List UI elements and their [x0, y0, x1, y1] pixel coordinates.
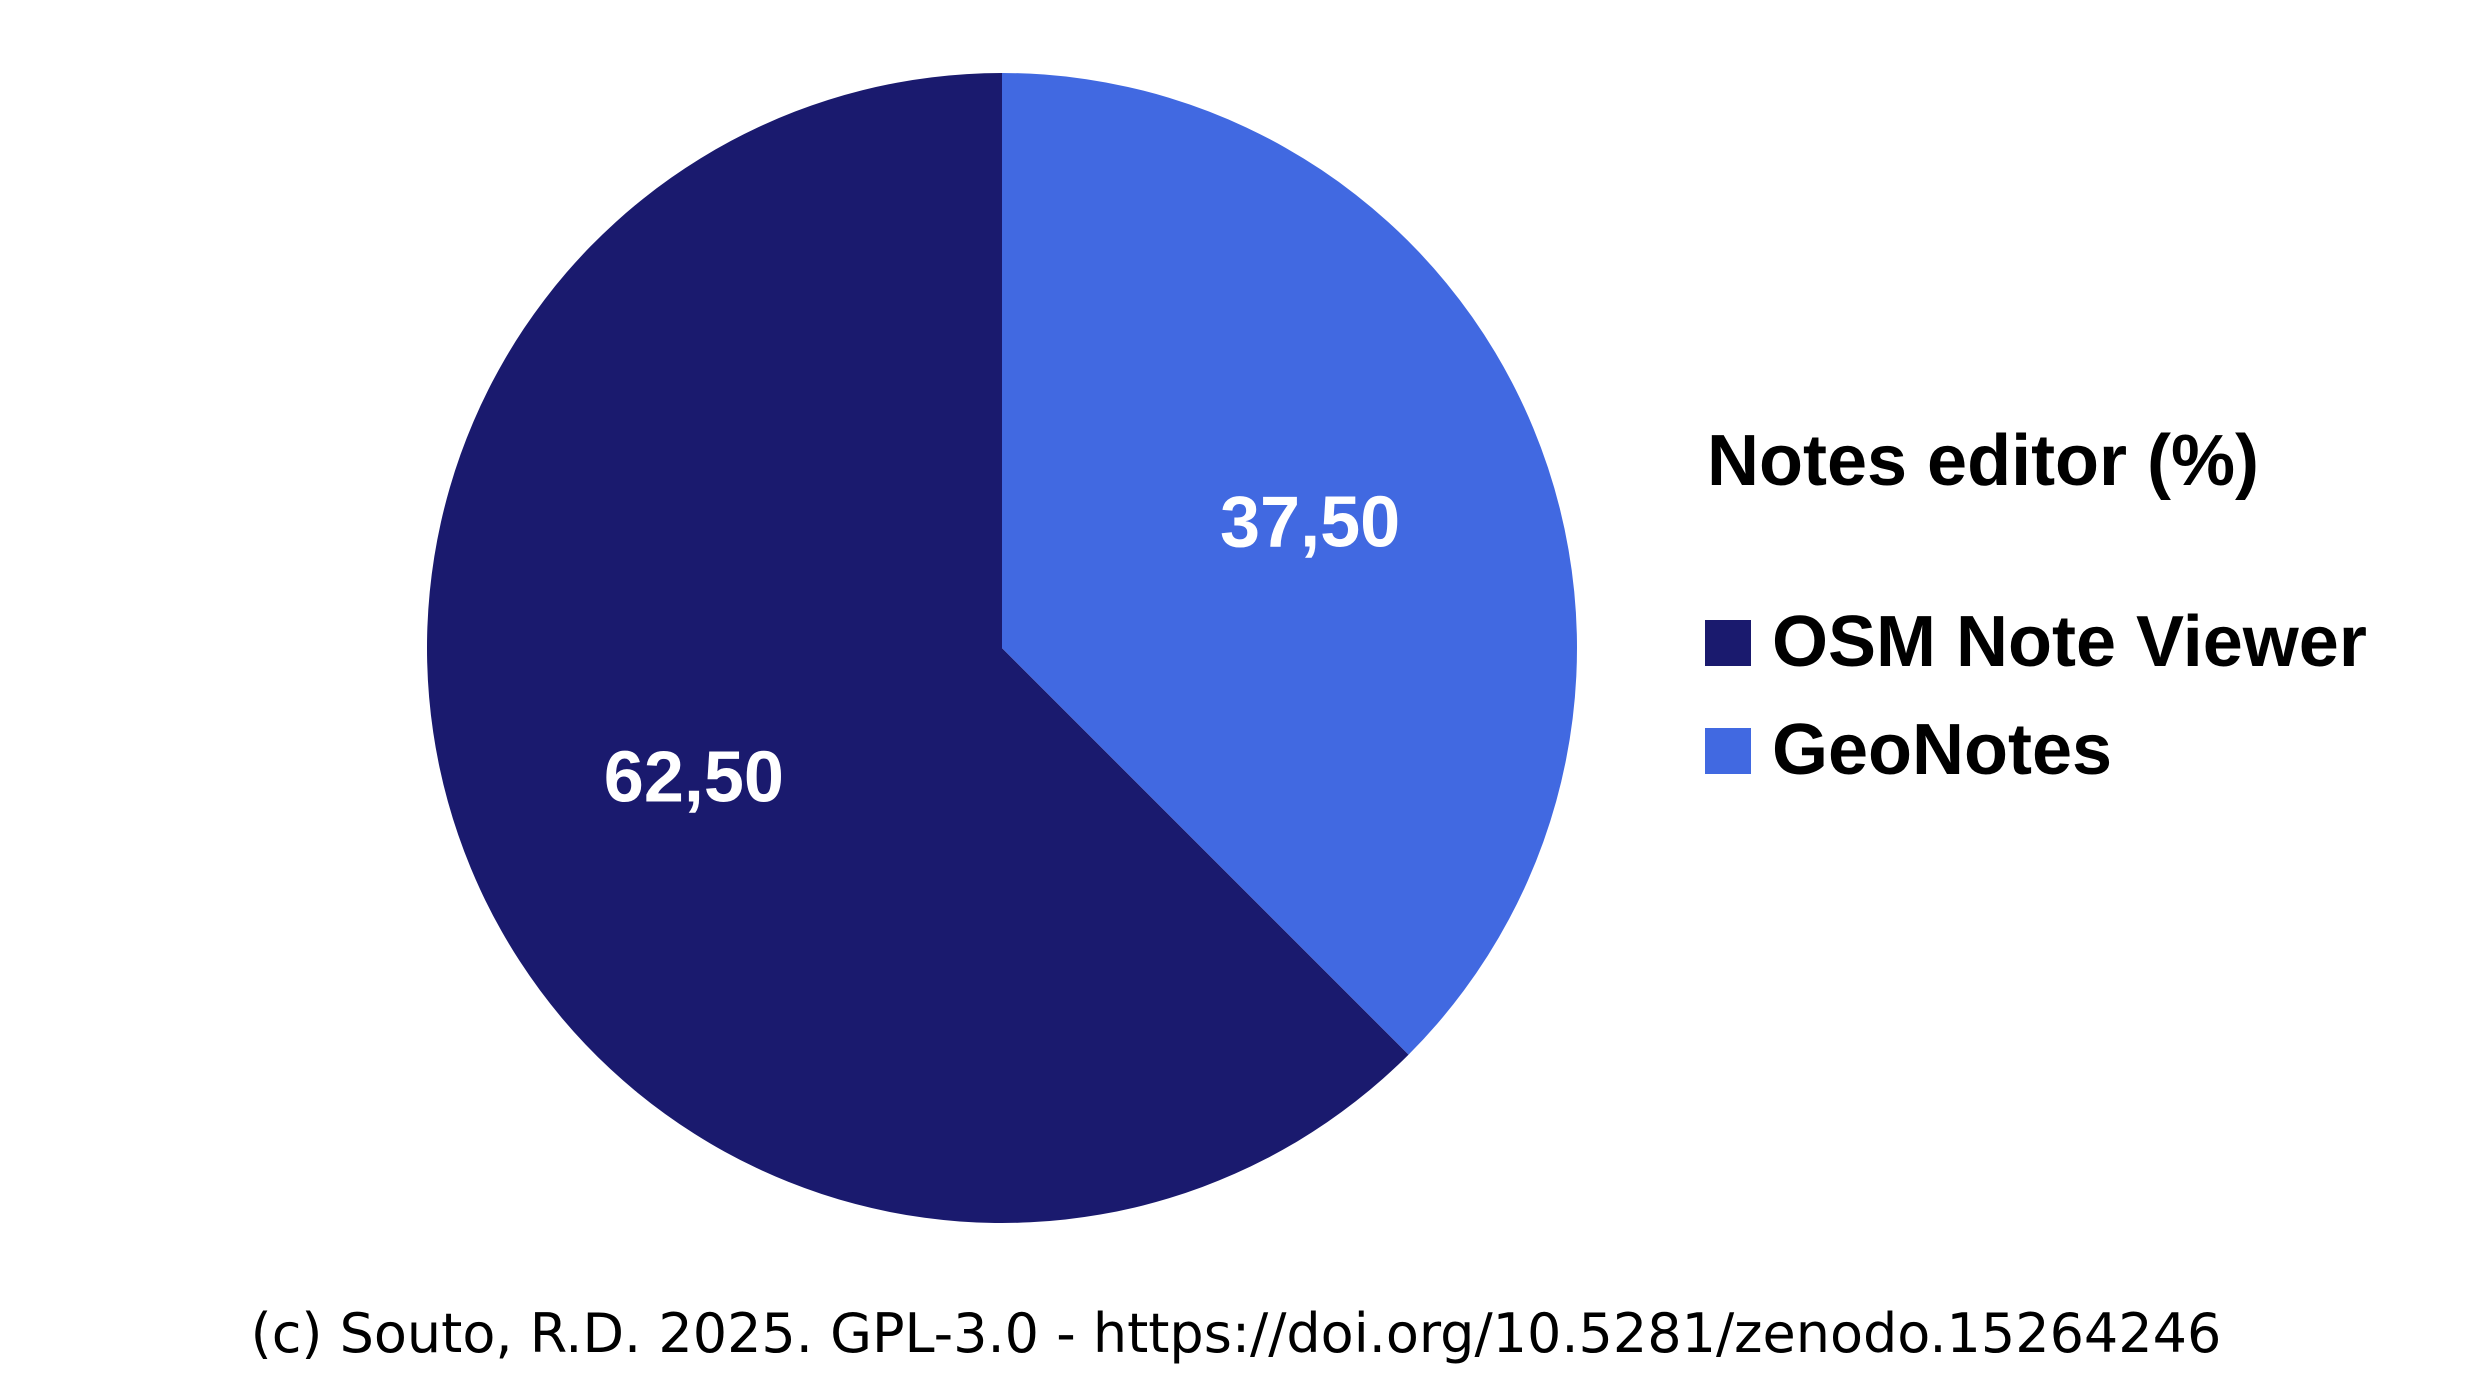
legend-title: Notes editor (%) — [1707, 421, 2259, 501]
pie-slice-osm-note-viewer — [427, 73, 1409, 1224]
slice-value-label: 37,50 — [1220, 482, 1400, 562]
slice-value-label: 62,50 — [604, 738, 784, 818]
legend: Notes editor (%) OSM Note Viewer GeoNotes — [1705, 421, 2367, 790]
pie-slice-labels: 62,50 37,50 — [604, 482, 1400, 817]
copyright-credit: (c) Souto, R.D. 2025. GPL-3.0 - https://… — [251, 1302, 2222, 1365]
legend-swatch — [1705, 728, 1751, 774]
legend-label: OSM Note Viewer — [1772, 602, 2367, 682]
legend-label: GeoNotes — [1772, 710, 2112, 790]
pie-slice-geonotes — [1002, 73, 1578, 1055]
pie-slices — [427, 73, 1578, 1224]
legend-items: OSM Note Viewer GeoNotes — [1705, 602, 2367, 790]
legend-swatch — [1705, 620, 1751, 666]
